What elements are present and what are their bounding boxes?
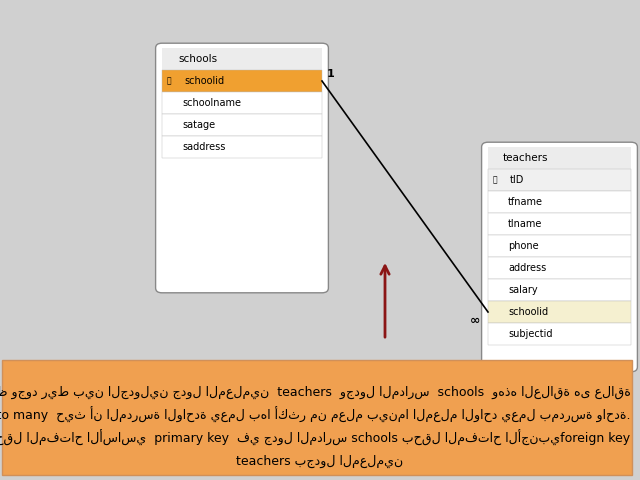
Bar <box>488 323 631 345</box>
Bar <box>162 70 322 92</box>
Text: schoolid: schoolid <box>508 307 548 317</box>
Text: tID: tID <box>510 175 524 185</box>
Text: One to many  حيث أن المدرسة الواحدة يعمل بها أكثر من معلم بينما المعلم الواحد يع: One to many حيث أن المدرسة الواحدة يعمل … <box>0 407 630 423</box>
Text: وقمنا بربط حقل المفتاح الأساسي  primary key  في جدول المدارس schools بحقل المفتا: وقمنا بربط حقل المفتاح الأساسي primary k… <box>0 430 630 446</box>
Text: schools: schools <box>178 54 217 64</box>
Bar <box>488 213 631 235</box>
Text: saddress: saddress <box>182 142 225 152</box>
Bar <box>488 235 631 257</box>
Bar <box>162 114 322 136</box>
Text: schoolid: schoolid <box>184 76 224 86</box>
Text: salary: salary <box>508 285 538 295</box>
FancyBboxPatch shape <box>156 43 328 293</box>
Bar <box>488 279 631 301</box>
Text: ∞: ∞ <box>470 314 480 327</box>
FancyBboxPatch shape <box>481 142 637 372</box>
Text: 🔑: 🔑 <box>167 76 172 85</box>
Bar <box>488 169 631 191</box>
Text: teachers بجدول المعلمين: teachers بجدول المعلمين <box>236 455 404 468</box>
Bar <box>488 257 631 279</box>
Bar <box>488 147 631 169</box>
Text: teachers: teachers <box>502 153 548 163</box>
Text: schoolname: schoolname <box>182 98 241 108</box>
Text: 🔑: 🔑 <box>493 176 498 184</box>
Bar <box>162 48 322 70</box>
FancyBboxPatch shape <box>2 360 632 475</box>
Bar <box>488 191 631 213</box>
Text: tfname: tfname <box>508 197 543 207</box>
Bar <box>488 301 631 323</box>
Text: satage: satage <box>182 120 215 130</box>
Bar <box>162 136 322 158</box>
Text: نلاحظ وجود ريط بين الجدولين جدول المعلمين  teachers  وجدول المدارس  schools  وهذ: نلاحظ وجود ريط بين الجدولين جدول المعلمي… <box>0 385 630 398</box>
Text: address: address <box>508 263 547 273</box>
Text: phone: phone <box>508 241 539 251</box>
Text: subjectid: subjectid <box>508 329 552 339</box>
Text: tlname: tlname <box>508 219 542 229</box>
Bar <box>162 92 322 114</box>
Text: 1: 1 <box>327 69 335 79</box>
